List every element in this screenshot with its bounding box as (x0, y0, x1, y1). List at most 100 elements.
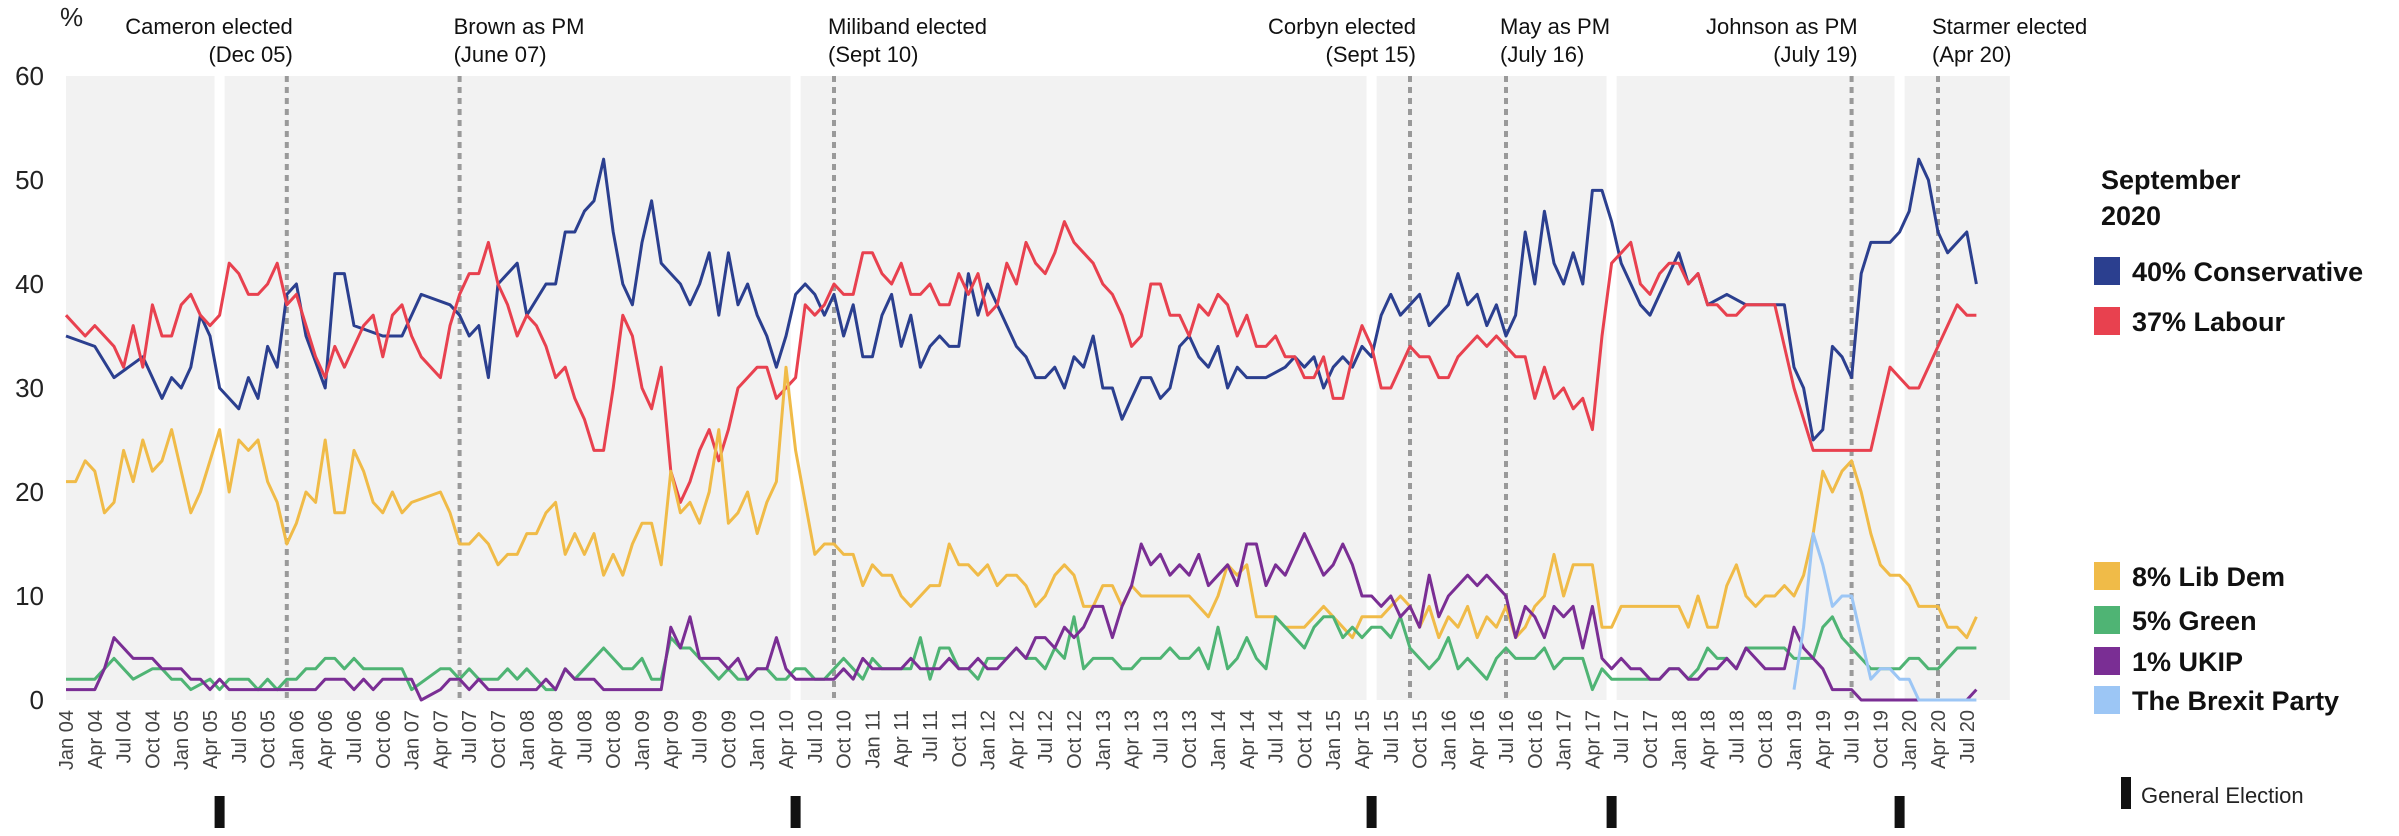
x-tick-label: Jan 19 (1784, 710, 1806, 770)
general-election-marker (1894, 796, 1905, 828)
legend-swatch-8-lib-dem (2094, 562, 2120, 590)
x-tick-label: Jan 07 (402, 710, 424, 770)
event-title: May as PM (1500, 14, 1610, 39)
x-tick-label: Oct 14 (1294, 710, 1316, 769)
x-tick-label: Jul 17 (1611, 710, 1633, 763)
general-election-marker (790, 796, 801, 828)
x-tick-label: Jul 20 (1957, 710, 1979, 763)
x-tick-label: Jan 11 (862, 710, 884, 769)
series-lines (64, 157, 1978, 702)
x-tick-label: Apr 19 (1813, 710, 1835, 769)
general-election-marker (214, 796, 225, 828)
x-tick-label: Jan 14 (1208, 710, 1230, 770)
x-tick-label: Oct 12 (1064, 710, 1086, 769)
x-tick-label: Jan 04 (56, 710, 78, 770)
x-tick-label: Jul 14 (1266, 710, 1288, 763)
x-tick-label: Jul 08 (574, 710, 596, 763)
x-tick-label: Apr 16 (1467, 710, 1489, 769)
axes: % 0 10 20 30 40 50 60 Jan 04 Apr 04 Jul 04 Oct 04 J… (15, 2, 1979, 770)
event-title: Brown as PM (454, 14, 585, 39)
x-tick-label: Jan 15 (1323, 710, 1345, 770)
y-tick-label: 10 (15, 581, 44, 611)
series-line-1-ukip (66, 532, 1978, 702)
parliament-period-bg (800, 76, 1367, 700)
parliament-period-bg (66, 76, 215, 700)
y-tick-label: 20 (15, 477, 44, 507)
x-tick-label: Jan 12 (978, 710, 1000, 770)
general-election-markers: General Election (214, 777, 2304, 828)
x-tick-label: Jul 09 (690, 710, 712, 763)
x-tick-label: Apr 20 (1928, 710, 1950, 769)
x-tick-label: Oct 07 (488, 710, 510, 769)
x-tick-label: Jan 08 (517, 710, 539, 770)
x-tick-label: Jul 15 (1381, 710, 1403, 763)
event-date: (Sept 15) (1326, 42, 1417, 67)
y-tick-label: 40 (15, 269, 44, 299)
legend-label-1-ukip: 1% UKIP (2132, 647, 2243, 677)
x-tick-label: Jan 05 (171, 710, 193, 770)
event-title: Miliband elected (828, 14, 987, 39)
event-title: Cameron elected (125, 14, 293, 39)
event-title: Johnson as PM (1706, 14, 1858, 39)
x-tick-label: Jul 04 (114, 710, 136, 763)
x-tick-label: Jan 17 (1554, 710, 1576, 770)
x-tick-label: Jul 19 (1842, 710, 1864, 763)
x-tick-label: Jul 18 (1726, 710, 1748, 763)
x-tick-label: Oct 09 (718, 710, 740, 769)
parliament-period-bg (1376, 76, 1607, 700)
x-tick-label: Jan 16 (1438, 710, 1460, 770)
y-tick-label: 60 (15, 61, 44, 91)
x-tick-label: Apr 07 (430, 710, 452, 769)
x-tick-label: Jul 10 (805, 710, 827, 763)
x-tick-label: Apr 14 (1237, 710, 1259, 769)
x-tick-label: Apr 10 (776, 710, 798, 769)
event-title: Starmer elected (1932, 14, 2087, 39)
y-axis-label: % (60, 2, 83, 32)
legend-title: September 2020 (2101, 165, 2241, 231)
legend-label-40-conservative: 40% Conservative (2132, 257, 2363, 287)
event-date: (July 16) (1500, 42, 1584, 67)
x-tick-label: Apr 08 (546, 710, 568, 769)
legend-label-8-lib-dem: 8% Lib Dem (2132, 562, 2285, 592)
x-tick-label: Apr 05 (200, 710, 222, 769)
parliament-period-bg (1904, 76, 2010, 700)
x-tick-label: Apr 06 (315, 710, 337, 769)
x-tick-label: Apr 17 (1582, 710, 1604, 769)
general-election-marker (1366, 796, 1377, 828)
general-election-marker (1606, 796, 1617, 828)
x-tick-label: Jan 13 (1093, 710, 1115, 770)
x-tick-label: Apr 04 (85, 710, 107, 769)
x-tick-label: Oct 10 (834, 710, 856, 769)
parliament-period-bg (224, 76, 791, 700)
x-tick-label: Oct 19 (1870, 710, 1892, 769)
general-election-legend-label: General Election (2141, 783, 2304, 808)
x-tick-label: Apr 12 (1006, 710, 1028, 769)
x-tick-label: Apr 15 (1352, 710, 1374, 769)
x-tick-label: Apr 13 (1122, 710, 1144, 769)
x-tick-label: Oct 18 (1755, 710, 1777, 769)
series-line-the-brexit-party (1792, 532, 1977, 702)
x-tick-label: Apr 18 (1698, 710, 1720, 769)
event-date: (July 19) (1773, 42, 1857, 67)
parliament-backgrounds (66, 76, 2010, 700)
x-tick-label: Oct 11 (949, 710, 971, 767)
x-tick-label: Jul 05 (229, 710, 251, 763)
event-date: (Sept 10) (828, 42, 919, 67)
series-line-40-conservative (65, 157, 1978, 442)
event-date: (June 07) (454, 42, 547, 67)
x-tick-label: Oct 06 (373, 710, 395, 769)
event-title: Corbyn elected (1268, 14, 1416, 39)
x-tick-label: Jan 18 (1669, 710, 1691, 770)
series-line-37-labour (64, 220, 1977, 504)
x-tick-label: Oct 17 (1640, 710, 1662, 769)
legend-swatch-the-brexit-party (2094, 686, 2120, 714)
y-tick-label: 50 (15, 165, 44, 195)
x-tick-label: Jul 07 (459, 710, 481, 763)
legend-label-5-green: 5% Green (2132, 606, 2257, 636)
x-tick-label: Apr 11 (891, 710, 913, 767)
series-line-8-lib-dem (66, 365, 1978, 640)
x-tick-label: Oct 16 (1525, 710, 1547, 769)
x-tick-label: Jan 20 (1899, 710, 1921, 770)
